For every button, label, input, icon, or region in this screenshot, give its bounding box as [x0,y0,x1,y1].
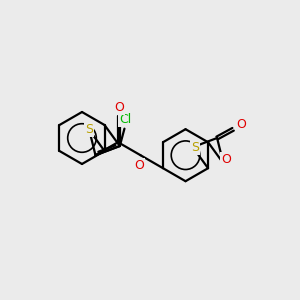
Text: O: O [236,118,246,131]
Text: Cl: Cl [119,113,132,126]
Text: S: S [85,124,93,136]
Text: O: O [114,101,124,114]
Text: O: O [135,159,144,172]
Text: O: O [221,153,231,166]
Text: S: S [191,141,200,154]
